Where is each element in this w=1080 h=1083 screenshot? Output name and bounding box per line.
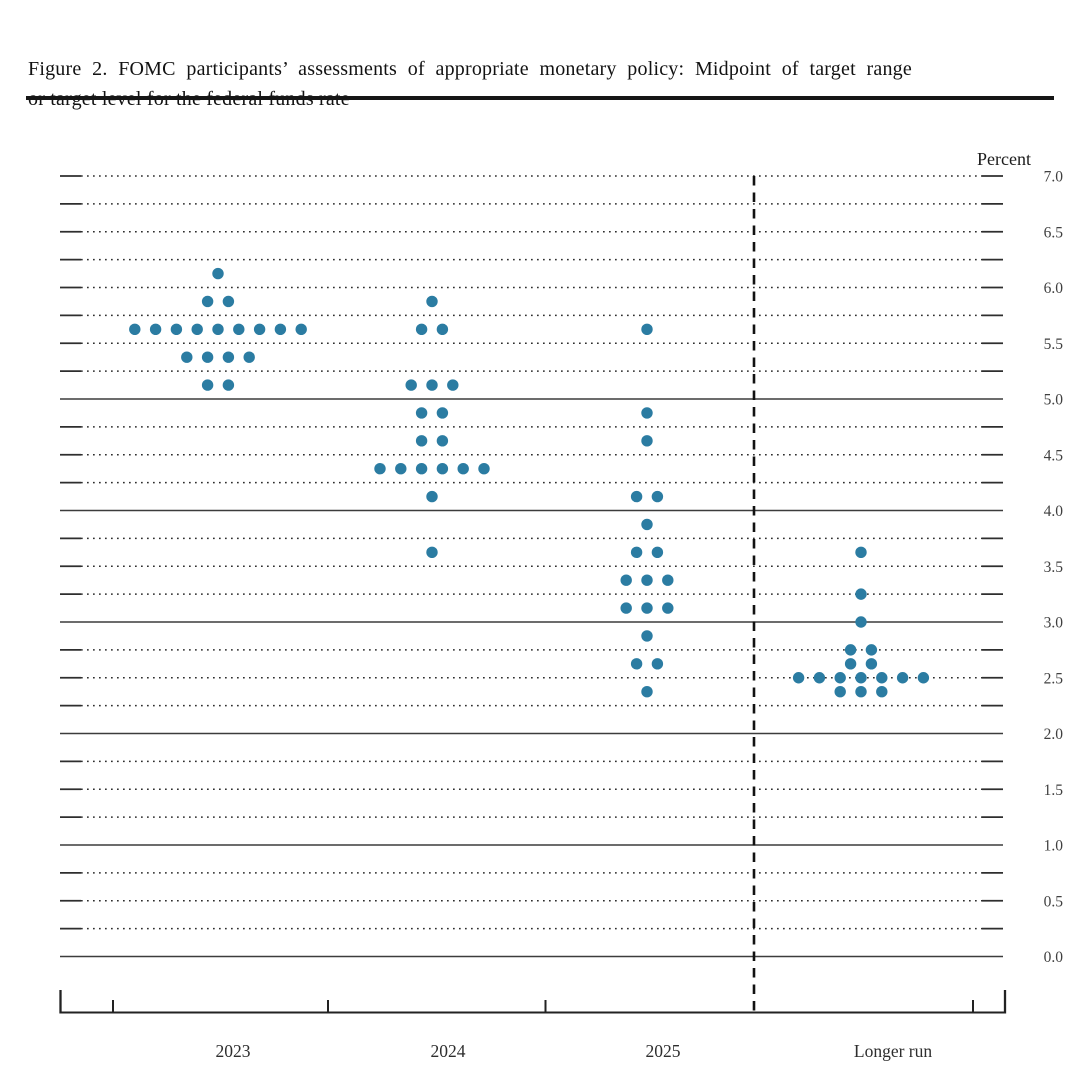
projection-dot: [844, 658, 857, 670]
projection-dot: [662, 574, 674, 586]
x-axis-category-label: 2025: [646, 1041, 681, 1061]
projection-dot: [917, 672, 930, 684]
y-axis-tick-label: 5.0: [1044, 392, 1064, 409]
y-axis-tick-label: 4.0: [1044, 503, 1064, 520]
projection-dot: [274, 323, 287, 336]
projection-dot: [630, 490, 643, 503]
projection-dot: [876, 672, 888, 684]
projection-dot: [233, 323, 245, 336]
projection-dot: [844, 644, 857, 656]
projection-dot: [896, 672, 909, 684]
projection-dot: [641, 630, 653, 642]
projection-dot: [651, 490, 664, 503]
projection-dot: [170, 323, 183, 336]
projection-dot: [295, 323, 307, 336]
projection-dot: [620, 574, 632, 586]
projection-dot: [191, 323, 203, 336]
projection-dot: [222, 351, 235, 363]
projection-dot: [865, 658, 878, 670]
projection-dot: [212, 267, 224, 280]
projection-dot: [222, 379, 235, 391]
projection-dot: [181, 351, 193, 363]
projection-dot: [855, 588, 867, 600]
projection-dot: [457, 462, 469, 475]
projection-dot: [129, 323, 141, 336]
projection-dot: [855, 616, 867, 628]
projection-dot: [426, 546, 438, 559]
projection-dot: [630, 658, 643, 670]
y-axis-tick-label: 5.5: [1044, 336, 1064, 353]
projection-dot: [201, 295, 214, 308]
y-axis-tick-label: 3.5: [1044, 559, 1064, 576]
projection-dot: [253, 323, 266, 336]
projection-dot: [620, 602, 632, 614]
projection-dot: [641, 602, 653, 614]
y-axis-tick-label: 0.0: [1044, 949, 1064, 966]
projection-dot: [415, 323, 428, 336]
y-axis-tick-label: 6.0: [1044, 280, 1064, 297]
y-axis-tick-label: 3.0: [1044, 615, 1064, 632]
projection-dot: [405, 379, 417, 391]
figure-title-line1: Figure 2. FOMC participants’ assessments…: [28, 58, 912, 80]
projection-dot: [855, 685, 867, 698]
y-axis-tick-label: 1.0: [1044, 838, 1064, 855]
projection-dot: [426, 379, 438, 391]
projection-dot: [201, 379, 214, 391]
y-axis-tick-label: 7.0: [1044, 169, 1064, 186]
projection-dot: [436, 435, 449, 447]
projection-dot: [426, 295, 438, 308]
projection-dot: [865, 644, 878, 656]
title-rule: [26, 96, 1054, 100]
projection-dot: [662, 602, 674, 614]
projection-dot: [834, 672, 846, 684]
projection-dot: [641, 574, 653, 586]
projection-dot: [876, 685, 888, 698]
x-axis-category-label: 2024: [431, 1041, 466, 1061]
x-axis-category-label: Longer run: [854, 1041, 932, 1061]
y-axis-tick-label: 1.5: [1044, 782, 1064, 799]
projection-dot: [447, 379, 459, 391]
projection-dot: [426, 490, 438, 503]
projection-dot: [651, 546, 664, 559]
projection-dot: [436, 462, 449, 475]
projection-dot: [212, 323, 224, 336]
y-axis-tick-label: 4.5: [1044, 447, 1064, 464]
projection-dot: [243, 351, 255, 363]
projection-dot: [834, 685, 846, 698]
projection-dot: [855, 546, 867, 559]
projection-dot: [813, 672, 826, 684]
y-axis-tick-label: 0.5: [1044, 893, 1064, 910]
projection-dot: [641, 518, 653, 531]
projection-dot: [395, 462, 407, 475]
y-axis-tick-label: 6.5: [1044, 224, 1064, 241]
y-axis-tick-label: 2.0: [1044, 726, 1064, 743]
projection-dot: [436, 407, 449, 419]
projection-dot: [149, 323, 162, 336]
projection-dot: [792, 672, 805, 684]
y-axis-tick-label: 2.5: [1044, 670, 1064, 687]
projection-dot: [374, 462, 386, 475]
projection-dot: [641, 685, 653, 698]
x-axis-category-label: 2023: [216, 1041, 251, 1061]
y-axis-title-percent: Percent: [977, 149, 1031, 169]
projection-dot: [630, 546, 643, 559]
projection-dot: [415, 407, 428, 419]
projection-dot: [641, 435, 653, 447]
projection-dot: [222, 295, 235, 308]
projection-dot: [415, 462, 428, 475]
projection-dot: [436, 323, 449, 336]
projection-dot: [201, 351, 214, 363]
projection-dot: [478, 462, 490, 475]
projection-dot: [415, 435, 428, 447]
projection-dot: [641, 323, 653, 336]
projection-dot: [641, 407, 653, 419]
projection-dot: [651, 658, 664, 670]
projection-dot: [855, 672, 867, 684]
